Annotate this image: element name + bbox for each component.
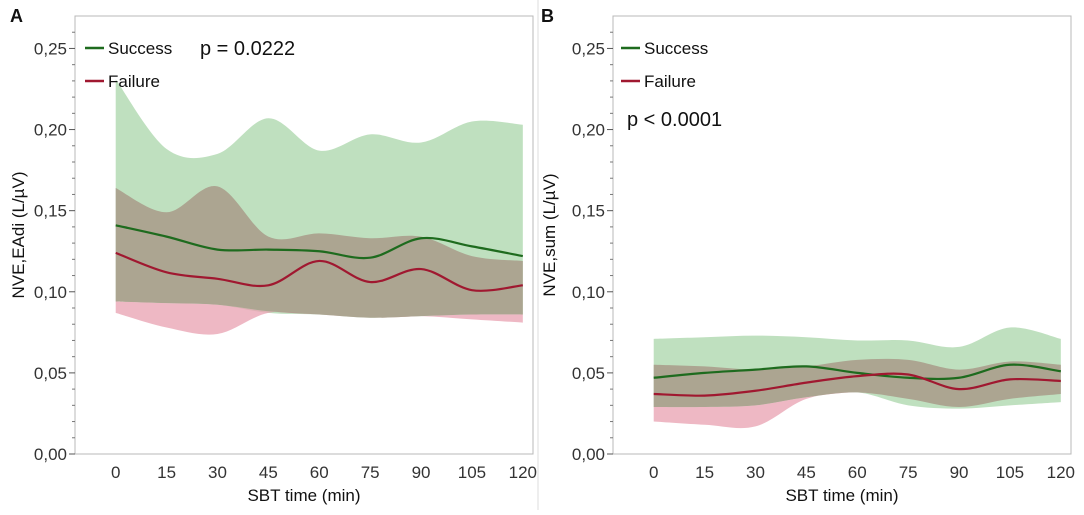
- legend-failure-label: Failure: [108, 72, 160, 91]
- y-tick-label: 0,20: [34, 121, 67, 140]
- panel-a: 0,00 0,05 0,10 0,15 0,20 0,25 0 15 30 45 60 75 90 105…: [9, 6, 537, 505]
- x-tick-label: 30: [208, 463, 227, 482]
- panel-b: 0,00 0,05 0,10 0,15 0,20 0,25 0 15 30 45 60 75 90 105…: [540, 6, 1075, 505]
- panel-label: A: [10, 6, 23, 26]
- x-tick-label: 0: [649, 463, 658, 482]
- y-axis-title: NVE,EAdi (L/µV): [9, 172, 28, 299]
- plot-area: [653, 327, 1061, 429]
- x-tick-label: 90: [950, 463, 969, 482]
- x-tick-label: 60: [310, 463, 329, 482]
- y-tick-label: 0,25: [34, 39, 67, 58]
- x-axis-title: SBT time (min): [785, 486, 898, 505]
- x-tick-label: 30: [746, 463, 765, 482]
- y-tick-label: 0,10: [34, 283, 67, 302]
- y-tick-label: 0,25: [572, 39, 605, 58]
- x-tick-label: 105: [996, 463, 1024, 482]
- failure-confidence-band: [653, 392, 1061, 429]
- legend-success-label: Success: [108, 39, 172, 58]
- x-tick-label: 15: [157, 463, 176, 482]
- failure-line: [653, 372, 1061, 397]
- y-tick-label: 0,20: [572, 121, 605, 140]
- x-tick-label: 0: [111, 463, 120, 482]
- x-tick-label: 75: [899, 463, 918, 482]
- x-tick-label: 45: [259, 463, 278, 482]
- y-tick-label: 0,05: [572, 364, 605, 383]
- success-line: [115, 224, 524, 260]
- y-axis-title: NVE,sum (L/µV): [540, 173, 559, 296]
- plot-area: [115, 79, 524, 335]
- p-value-annotation: p = 0.0222: [200, 38, 295, 60]
- panel-label: B: [541, 6, 554, 26]
- p-value-annotation: p < 0.0001: [627, 109, 722, 131]
- failure-line: [115, 251, 523, 292]
- x-tick-label: 60: [848, 463, 867, 482]
- failure-confidence-band: [115, 301, 523, 335]
- legend-failure-label: Failure: [644, 72, 696, 91]
- x-tick-label: 45: [797, 463, 816, 482]
- x-tick-label: 120: [1047, 463, 1075, 482]
- y-tick-label: 0,00: [34, 445, 67, 464]
- overlap-confidence-band: [653, 358, 1061, 408]
- y-tick-label: 0,05: [34, 364, 67, 383]
- y-tick-label: 0,15: [34, 202, 67, 221]
- success-line: [653, 363, 1061, 381]
- y-tick-label: 0,15: [572, 202, 605, 221]
- x-tick-label: 120: [509, 463, 537, 482]
- x-tick-label: 15: [695, 463, 714, 482]
- y-tick-label: 0,10: [572, 283, 605, 302]
- x-axis-title: SBT time (min): [247, 486, 360, 505]
- legend-success-label: Success: [644, 39, 708, 58]
- x-tick-label: 75: [361, 463, 380, 482]
- y-tick-label: 0,00: [572, 445, 605, 464]
- x-tick-label: 105: [458, 463, 486, 482]
- x-tick-label: 90: [412, 463, 431, 482]
